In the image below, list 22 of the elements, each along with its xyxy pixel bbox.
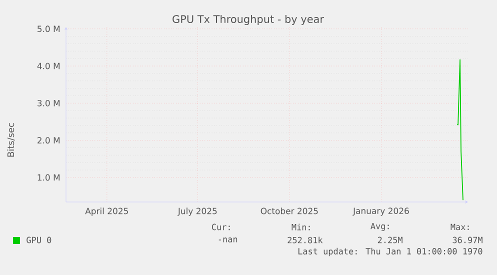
y-axis-title: Bits/sec <box>7 123 15 157</box>
text: 252.81k <box>288 236 323 244</box>
line-series <box>456 59 464 201</box>
y-tick-label: 2.0 M <box>38 137 60 144</box>
x-tick-label: July 2025 <box>178 208 217 216</box>
text: 2.25M <box>378 236 402 244</box>
legend-label: GPU 0 <box>26 236 52 244</box>
text: Avg: <box>370 223 389 231</box>
y-tick-label: 3.0 M <box>38 100 60 106</box>
x-tick-label: January 2026 <box>352 208 409 216</box>
text: Cur: <box>212 224 230 230</box>
y-tick-label: 5.0 M <box>38 26 60 32</box>
x-tick-label: April 2025 <box>85 208 128 216</box>
text: -nan <box>218 238 238 242</box>
text: Min: <box>292 224 310 230</box>
y-tick-label: 4.0 M <box>37 62 60 70</box>
x-tick-label: October 2025 <box>260 208 318 214</box>
text: Max: <box>450 224 469 230</box>
text: 36.97M <box>452 236 482 244</box>
text: Last update: Thu Jan 1 01:00:00 1970 <box>298 248 482 256</box>
chart-title: GPU Tx Throughput - by year <box>172 14 324 26</box>
y-tick-label: 1.0 M <box>38 174 60 181</box>
